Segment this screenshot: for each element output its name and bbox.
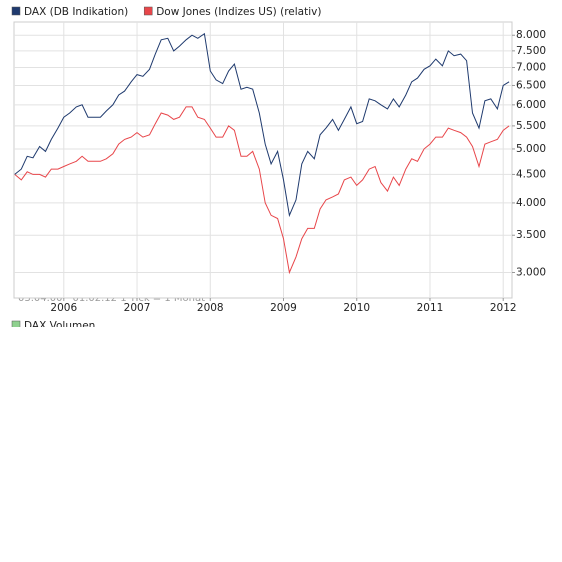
legend-label: DAX Volumen (24, 320, 95, 332)
legend-swatch (11, 6, 21, 16)
legend-swatch (143, 6, 153, 16)
x-tick-label: 2010 (343, 302, 370, 314)
plot-area (13, 21, 513, 299)
series-line (14, 32, 510, 218)
y-tick-label: 7.000 (516, 62, 546, 74)
series-line (14, 106, 510, 275)
y-tick-label: 6.500 (516, 79, 546, 91)
y-tick-label: 8.000 (516, 29, 546, 41)
y-tick-label: 5.000 (516, 143, 546, 155)
volume-legend: DAX Volumen (11, 320, 95, 332)
legend-label: Dow Jones (Indizes US) (relativ) (156, 6, 321, 18)
y-tick-label: 3.000 (516, 267, 546, 279)
y-tick-label: 4.500 (516, 168, 546, 180)
y-tick-label: 3.500 (516, 229, 546, 241)
y-tick-label: 5.500 (516, 120, 546, 132)
y-tick-label: 4.000 (516, 197, 546, 209)
x-tick-label: 2011 (417, 302, 444, 314)
x-tick-label: 2006 (50, 302, 77, 314)
legend-label: DAX (DB Indikation) (24, 6, 128, 18)
y-tick-label: 7.500 (516, 45, 546, 57)
x-tick-label: 2008 (197, 302, 224, 314)
x-tick-label: 2012 (490, 302, 517, 314)
y-tick-label: 6.000 (516, 99, 546, 111)
x-tick-label: 2007 (124, 302, 151, 314)
x-tick-label: 2009 (270, 302, 297, 314)
legend-swatch (11, 320, 21, 327)
